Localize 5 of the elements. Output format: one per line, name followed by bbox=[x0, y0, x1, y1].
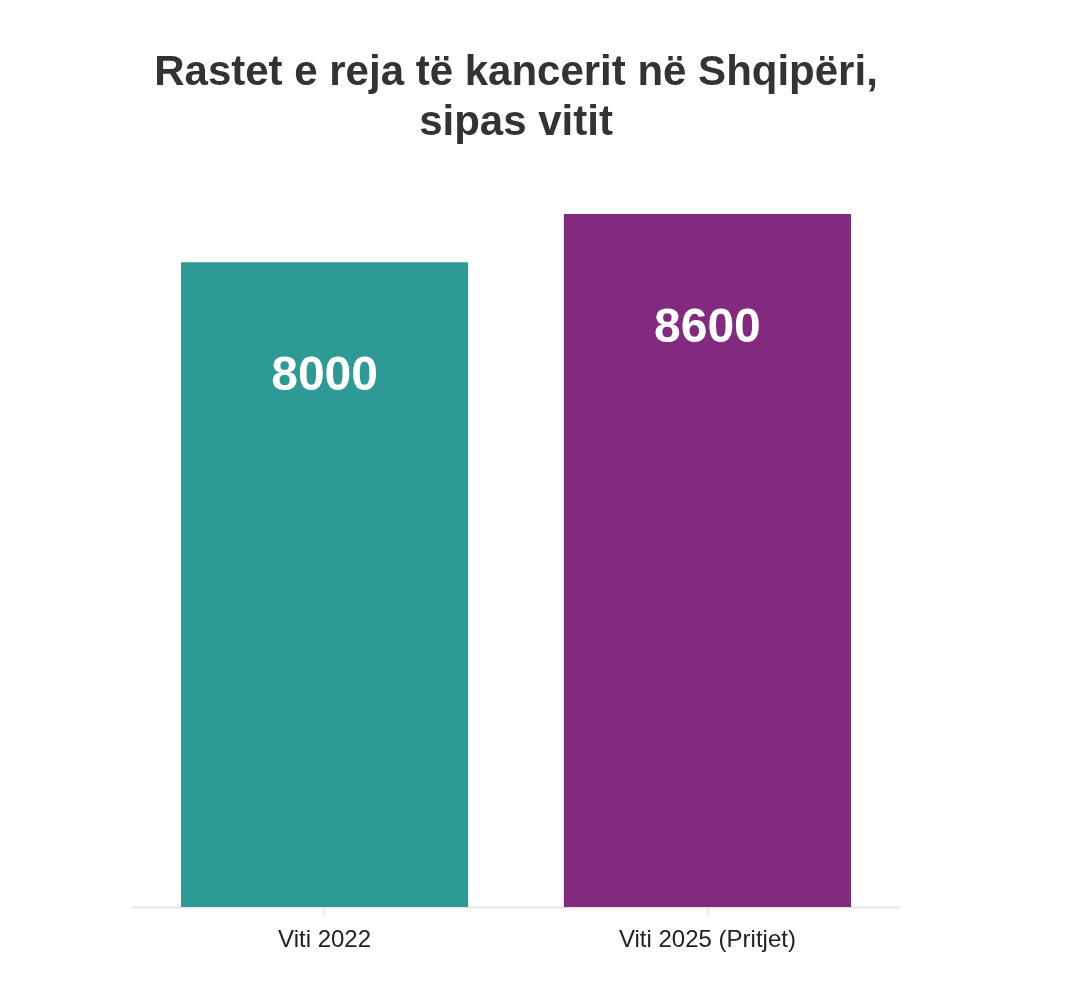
data-label: 8000 bbox=[271, 347, 378, 401]
data-label: 8600 bbox=[654, 299, 761, 352]
x-tick-label: Viti 2025 (Pritjet) bbox=[618, 924, 796, 952]
chart-title: Rastet e reja të kancerit në Shqipëri, sipas vitit bbox=[154, 47, 878, 144]
x-tick-label: Viti 2022 bbox=[278, 924, 372, 952]
